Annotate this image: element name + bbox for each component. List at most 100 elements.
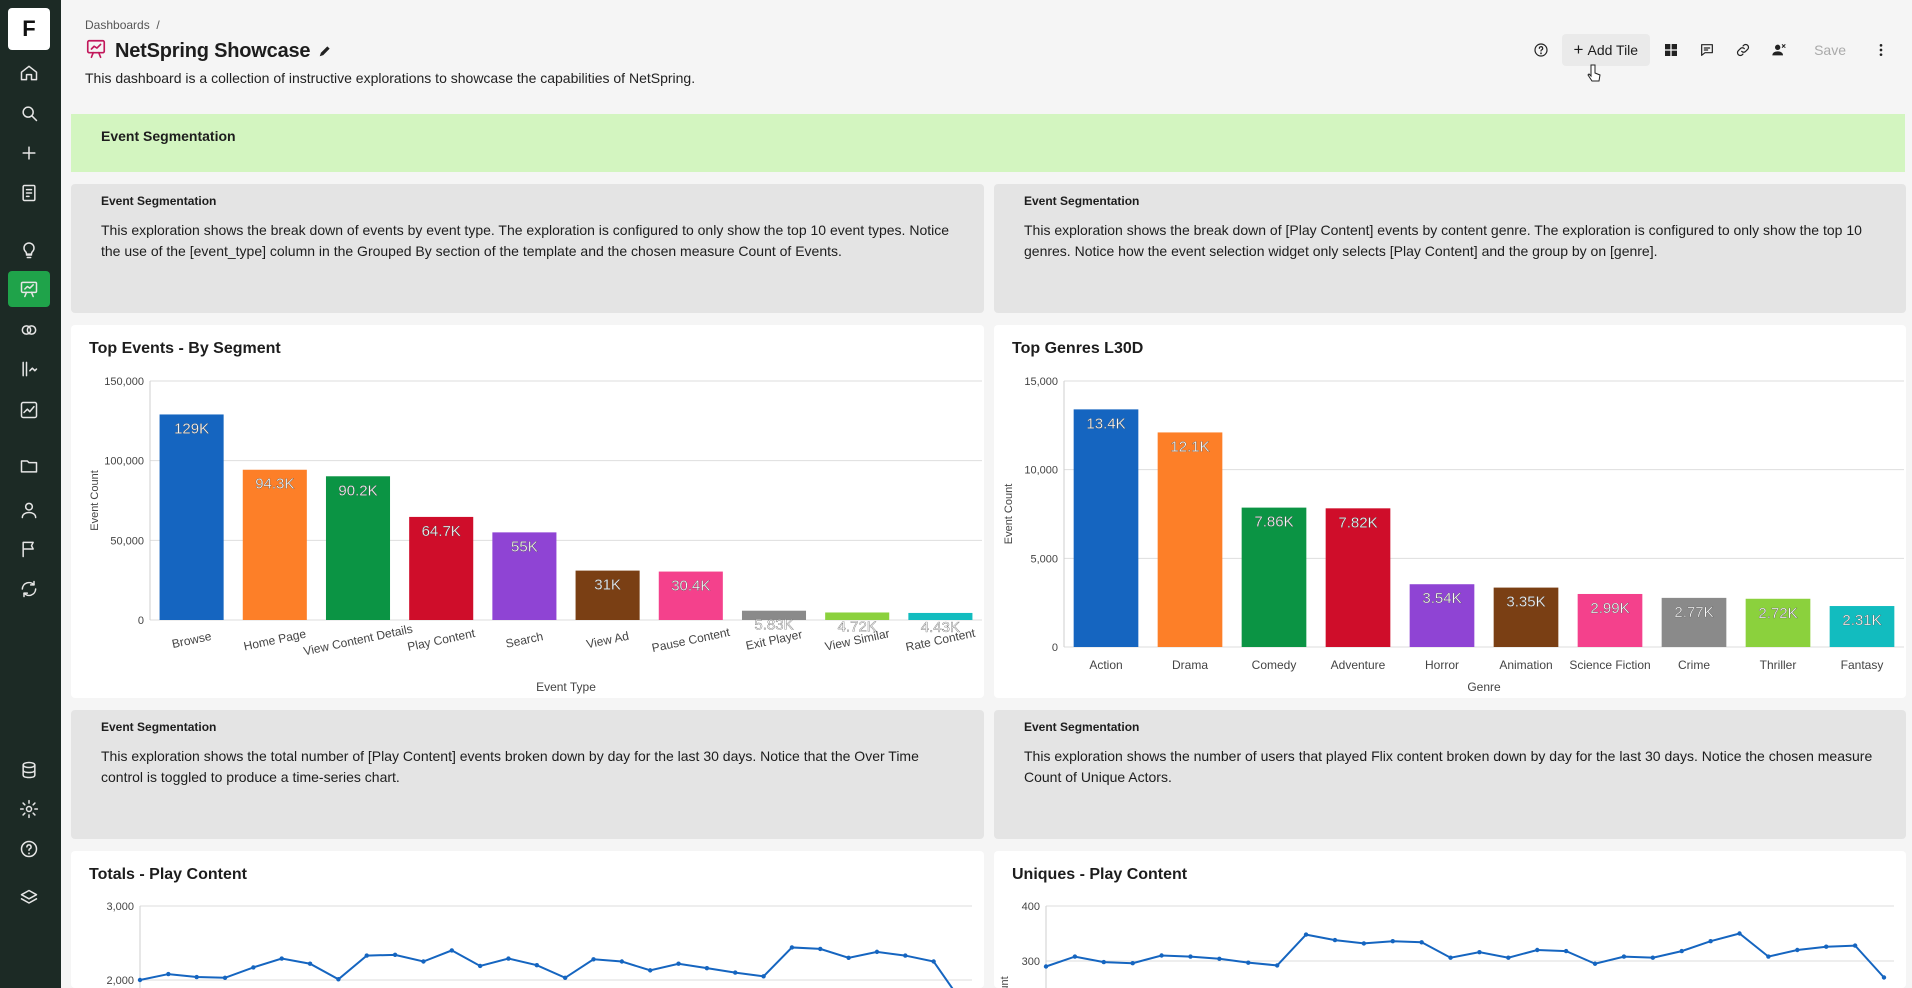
data-point bbox=[251, 965, 256, 970]
y-tick-label: 15,000 bbox=[1024, 376, 1058, 388]
data-point bbox=[931, 959, 936, 964]
text-card-body: This exploration shows the total number … bbox=[101, 748, 919, 785]
data-label: 30.4K bbox=[671, 578, 710, 595]
chart-card-totals[interactable]: Totals - Play Content 3,000 2,000 bbox=[71, 851, 984, 988]
plus-icon bbox=[22, 146, 36, 160]
breadcrumb-dashboards-link[interactable]: Dashboards bbox=[85, 18, 150, 32]
bar bbox=[409, 516, 474, 620]
data-point bbox=[818, 946, 823, 952]
sidebar-item-workflow[interactable] bbox=[8, 571, 50, 607]
chart-title: Top Events - By Segment bbox=[89, 340, 281, 357]
sidebar-item-home[interactable] bbox=[8, 55, 50, 91]
share-button[interactable] bbox=[1764, 34, 1794, 66]
data-point bbox=[307, 961, 313, 966]
dashboard-icon bbox=[20, 281, 38, 298]
data-label: 2.77K bbox=[1674, 604, 1713, 621]
edit-title-icon[interactable] bbox=[310, 40, 332, 63]
bar-chart-svg: 0 50,000 100,000 150,000 129K Browse 94.3K Home… bbox=[89, 376, 982, 694]
sidebar-item-database[interactable] bbox=[8, 752, 50, 788]
data-point bbox=[449, 948, 454, 953]
gear-icon bbox=[19, 799, 39, 819]
x-tick-label: View Ad bbox=[585, 629, 630, 652]
data-label: 2.72K bbox=[1758, 605, 1797, 622]
y-axis-label: Event Count bbox=[89, 470, 101, 531]
plus-icon: + bbox=[1573, 40, 1584, 59]
more-options-button[interactable] bbox=[1866, 34, 1896, 66]
data-point bbox=[1332, 937, 1338, 943]
sidebar-item-search[interactable] bbox=[8, 95, 50, 131]
y-tick-label: 3,000 bbox=[106, 901, 134, 913]
series-line bbox=[139, 946, 954, 988]
y-axis-label: Count bbox=[999, 976, 1011, 988]
bar bbox=[1493, 587, 1559, 647]
bar bbox=[658, 571, 723, 620]
sidebar-item-gear[interactable] bbox=[8, 791, 50, 827]
chart-card-top-events[interactable]: Top Events - By Segment 0 50,000 100,000 15… bbox=[71, 325, 984, 698]
sidebar-item-rings[interactable] bbox=[8, 312, 50, 348]
sidebar-item-flag[interactable] bbox=[8, 531, 50, 567]
data-point bbox=[1217, 956, 1222, 961]
data-point bbox=[1795, 947, 1800, 953]
chart-card-uniques[interactable]: Uniques - Play Content 400 300 Count bbox=[994, 851, 1906, 988]
bar bbox=[159, 414, 224, 620]
layout-button[interactable] bbox=[1656, 34, 1686, 66]
y-tick-label: 300 bbox=[1022, 956, 1040, 968]
sidebar-item-folder[interactable] bbox=[8, 448, 50, 484]
sidebar-item-layers[interactable] bbox=[8, 880, 50, 916]
data-point bbox=[392, 952, 398, 958]
sidebar: F bbox=[0, 0, 61, 988]
copy-link-button[interactable] bbox=[1728, 34, 1758, 66]
bar bbox=[741, 610, 807, 620]
data-point bbox=[733, 970, 738, 975]
data-label: 129K bbox=[174, 420, 209, 437]
x-axis-label: Genre bbox=[1467, 680, 1501, 694]
layers-icon bbox=[20, 889, 38, 904]
data-point bbox=[1477, 950, 1482, 955]
x-tick-label: Animation bbox=[1499, 658, 1552, 672]
app-logo[interactable]: F bbox=[8, 8, 50, 50]
data-point bbox=[1361, 941, 1367, 946]
data-point bbox=[1448, 955, 1453, 960]
chart-title: Uniques - Play Content bbox=[1012, 866, 1188, 883]
sidebar-item-lightbulb[interactable] bbox=[8, 232, 50, 268]
breadcrumb-separator: / bbox=[156, 18, 160, 32]
x-axis-label: Event Type bbox=[536, 680, 596, 694]
sidebar-item-notebook[interactable] bbox=[8, 175, 50, 211]
comments-button[interactable] bbox=[1692, 34, 1722, 66]
data-point bbox=[1852, 943, 1858, 948]
data-label: 7.86K bbox=[1254, 514, 1293, 531]
data-point bbox=[1419, 940, 1424, 945]
y-tick-label: 50,000 bbox=[110, 535, 144, 547]
bar bbox=[325, 476, 391, 620]
sidebar-item-dashboard[interactable] bbox=[8, 271, 50, 307]
save-button[interactable]: Save bbox=[1814, 42, 1846, 58]
section-header: Event Segmentation bbox=[71, 114, 1905, 172]
database-icon bbox=[22, 761, 36, 779]
data-point bbox=[1130, 961, 1135, 966]
grid-icon bbox=[1665, 44, 1678, 56]
add-tile-button[interactable]: + Add Tile bbox=[1561, 34, 1651, 66]
sidebar-item-user[interactable] bbox=[8, 492, 50, 528]
bar bbox=[908, 612, 973, 620]
data-point bbox=[364, 953, 369, 958]
sidebar-item-help[interactable] bbox=[8, 831, 50, 867]
dashboard-icon bbox=[85, 38, 107, 65]
chart-card-top-genres[interactable]: Top Genres L30D 0 5,000 10,000 15,000 13.4K A… bbox=[994, 325, 1906, 698]
data-point bbox=[222, 975, 228, 980]
data-point bbox=[1737, 931, 1742, 936]
data-point bbox=[477, 963, 483, 969]
bar bbox=[1409, 584, 1475, 647]
sidebar-item-plus[interactable] bbox=[8, 135, 50, 171]
data-point bbox=[1101, 959, 1106, 965]
data-point bbox=[1043, 964, 1049, 969]
x-tick-label: Fantasy bbox=[1841, 658, 1884, 672]
data-point bbox=[1159, 953, 1164, 958]
help-icon bbox=[20, 840, 38, 858]
bar bbox=[1157, 432, 1223, 647]
x-tick-label: Search bbox=[504, 629, 544, 651]
data-point bbox=[279, 956, 284, 961]
sidebar-item-funnel[interactable] bbox=[8, 351, 50, 387]
help-button[interactable] bbox=[1526, 34, 1556, 66]
data-label: 7.82K bbox=[1338, 514, 1377, 531]
sidebar-item-chart-line[interactable] bbox=[8, 392, 50, 428]
